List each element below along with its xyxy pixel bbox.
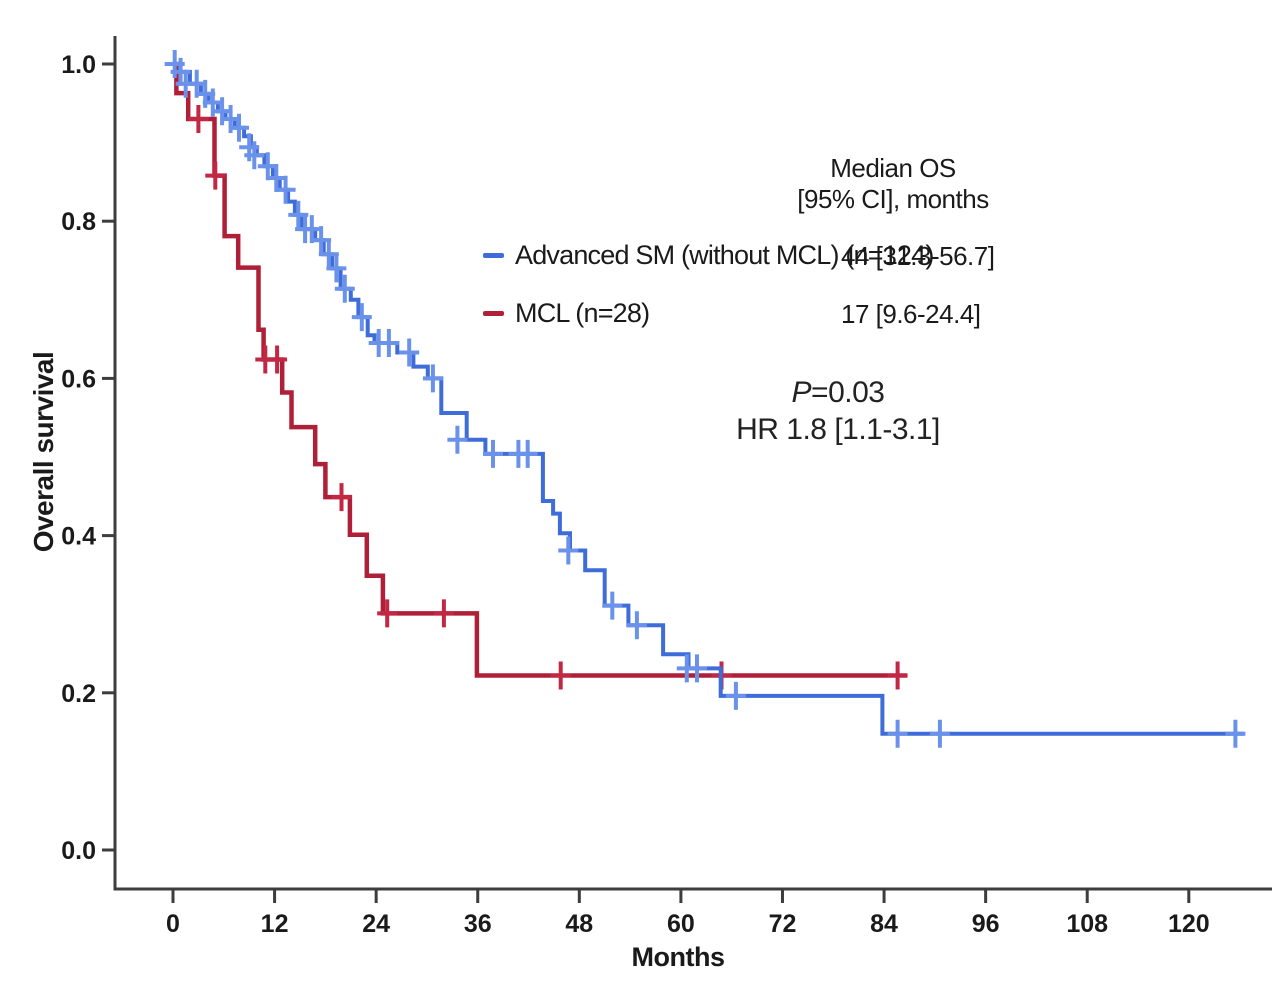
censor-mark-advanced-sm-without-mcl-n-124 [929, 719, 950, 748]
censor-mark-advanced-sm-without-mcl-n-124 [602, 591, 623, 620]
censor-mark-advanced-sm-without-mcl-n-124 [351, 303, 372, 332]
median-os-mcl: 17 [9.6-24.4] [841, 299, 981, 329]
censor-mark-advanced-sm-without-mcl-n-124 [626, 611, 647, 640]
y-tick-label: 0.2 [61, 680, 96, 708]
x-axis-title: Months [631, 942, 725, 972]
hazard-ratio-text: HR 1.8 [1.1-3.1] [736, 413, 940, 446]
axis-lines [113, 36, 1272, 891]
censor-mark-advanced-sm-without-mcl-n-124 [334, 274, 355, 303]
y-tick-label: 0.4 [61, 523, 96, 551]
censor-mark-advanced-sm-without-mcl-n-124 [1225, 719, 1246, 748]
censor-mark-advanced-sm-without-mcl-n-124 [311, 226, 332, 255]
censor-mark-mcl-n-28 [433, 599, 454, 628]
legend-item-mcl: MCL (n=28) [483, 298, 650, 329]
x-tick-label: 24 [362, 910, 390, 938]
censor-mark-advanced-sm-without-mcl-n-124 [517, 439, 538, 468]
advanced-sm-color-swatch [483, 253, 504, 258]
censor-mark-mcl-n-28 [550, 661, 571, 690]
censor-mark-advanced-sm-without-mcl-n-124 [244, 141, 265, 170]
censor-mark-advanced-sm-without-mcl-n-124 [887, 719, 908, 748]
series-line-advanced-sm-without-mcl-n-124 [173, 62, 1244, 736]
censor-mark-advanced-sm-without-mcl-n-124 [447, 425, 468, 454]
censor-mark-advanced-sm-without-mcl-n-124 [288, 200, 309, 229]
p-value-text: P=0.03 [736, 374, 940, 411]
censor-mark-advanced-sm-without-mcl-n-124 [318, 240, 339, 269]
legend-item-advanced-sm: Advanced SM (without MCL) (n=124) [483, 240, 934, 271]
y-tick-label: 0.8 [61, 208, 96, 236]
mcl-color-swatch [483, 311, 504, 316]
censor-mark-mcl-n-28 [267, 345, 288, 374]
censor-mark-advanced-sm-without-mcl-n-124 [275, 175, 296, 204]
p-value-rest: =0.03 [811, 376, 885, 409]
censor-mark-advanced-sm-without-mcl-n-124 [483, 439, 503, 468]
x-tick-label: 120 [1168, 910, 1210, 938]
median-os-advanced-sm: 44 [31.3-56.7] [841, 241, 995, 271]
censor-mark-advanced-sm-without-mcl-n-124 [558, 536, 579, 565]
legend-header-line2: [95% CI], months [797, 184, 989, 214]
x-tick-label: 108 [1066, 910, 1108, 938]
censor-mark-advanced-sm-without-mcl-n-124 [266, 164, 287, 192]
y-tick-label: 0.6 [61, 365, 96, 393]
legend-header-line1: Median OS [830, 153, 956, 183]
stats-annotation: P=0.03 HR 1.8 [1.1-3.1] [736, 374, 940, 448]
censor-mark-advanced-sm-without-mcl-n-124 [687, 654, 707, 683]
y-tick-label: 1.0 [61, 51, 96, 79]
censor-mark-mcl-n-28 [377, 599, 398, 628]
y-tick-label: 0.0 [61, 837, 96, 865]
censor-mark-advanced-sm-without-mcl-n-124 [326, 254, 347, 283]
p-symbol: P [791, 376, 812, 409]
censor-mark-mcl-n-28 [188, 105, 209, 133]
y-axis-title: Overall survival [28, 351, 59, 553]
x-tick-label: 0 [166, 910, 180, 938]
x-tick-label: 48 [565, 910, 593, 938]
x-tick-label: 60 [667, 910, 695, 938]
censor-mark-advanced-sm-without-mcl-n-124 [399, 338, 420, 367]
x-tick-label: 36 [464, 910, 492, 938]
legend-label-mcl: MCL (n=28) [515, 298, 650, 328]
series-line-mcl-n-28 [173, 61, 907, 678]
x-tick-label: 96 [972, 910, 1000, 938]
censor-mark-mcl-n-28 [205, 161, 226, 190]
x-tick-label: 12 [261, 910, 289, 938]
censor-mark-advanced-sm-without-mcl-n-124 [725, 681, 746, 710]
legend-label-advanced-sm: Advanced SM (without MCL) (n=124) [515, 240, 934, 270]
legend-header: Median OS [95% CI], months [788, 153, 998, 215]
censor-mark-advanced-sm-without-mcl-n-124 [422, 364, 443, 393]
censor-mark-advanced-sm-without-mcl-n-124 [378, 329, 399, 357]
censor-mark-advanced-sm-without-mcl-n-124 [229, 113, 249, 142]
x-tick-label: 84 [870, 910, 898, 938]
censor-mark-mcl-n-28 [887, 661, 908, 690]
censor-mark-mcl-n-28 [331, 483, 352, 512]
x-tick-label: 72 [769, 910, 797, 938]
